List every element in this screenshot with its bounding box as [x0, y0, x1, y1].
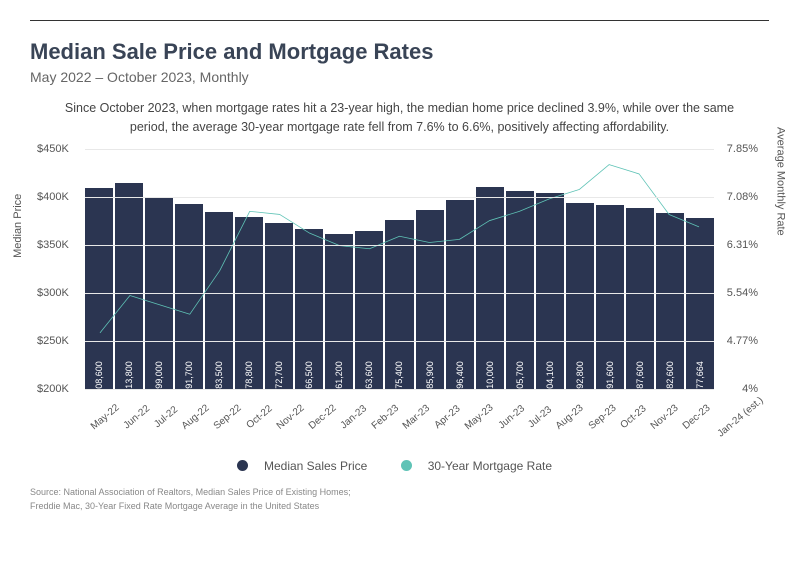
price-bar: $408,600	[85, 188, 113, 388]
top-rule	[30, 20, 769, 21]
bar-value-label: $387,600	[635, 361, 645, 399]
price-bar: $391,600	[596, 205, 624, 389]
price-bar: $387,600	[626, 208, 654, 388]
price-bar: $372,700	[265, 223, 293, 389]
price-bar: $363,600	[355, 231, 383, 388]
price-bar: $404,100	[536, 193, 564, 389]
bar-value-label: $375,400	[394, 361, 404, 399]
x-tick-label: Feb-23	[369, 402, 400, 431]
x-axis-labels: May-22Jun-22Jul-22Aug-22Sep-22Oct-22Nov-…	[85, 407, 714, 424]
bar-value-label: $366,500	[304, 361, 314, 399]
x-tick-label: Sep-23	[586, 402, 618, 431]
ytick-left: $400K	[37, 191, 69, 203]
bar-value-label: $391,700	[184, 361, 194, 399]
x-tick-label: Apr-23	[433, 403, 463, 431]
x-tick-label: Aug-23	[554, 402, 586, 431]
chart-description: Since October 2023, when mortgage rates …	[30, 99, 769, 137]
chart-title: Median Sale Price and Mortgage Rates	[30, 39, 769, 65]
x-tick-label: Jul-23	[526, 404, 554, 430]
ytick-left: $250K	[37, 335, 69, 347]
price-bar: $378,800	[235, 217, 263, 389]
ytick-left: $450K	[37, 143, 69, 155]
x-tick-label: Nov-22	[274, 402, 306, 431]
legend-line: 30-Year Mortgage Rate	[401, 459, 562, 473]
x-tick-label: Jan-24 (est.)	[716, 394, 766, 439]
ytick-right: 5.54%	[727, 287, 758, 299]
price-bar: $366,500	[295, 229, 323, 389]
bar-value-label: $382,600	[665, 361, 675, 399]
price-bar: $392,800	[566, 203, 594, 388]
x-tick-label: May-22	[89, 402, 122, 432]
ytick-left: $350K	[37, 239, 69, 251]
chart-subtitle: May 2022 – October 2023, Monthly	[30, 69, 769, 85]
bar-value-label: $377,664	[695, 361, 705, 399]
y-axis-left-label: Median Price	[12, 193, 24, 257]
x-tick-label: Dec-23	[681, 402, 713, 431]
legend: Median Sales Price 30-Year Mortgage Rate	[30, 459, 769, 475]
x-tick-label: Jul-22	[152, 404, 180, 430]
x-tick-label: Nov-23	[649, 402, 681, 431]
bars-container: $408,600$413,800$399,000$391,700$383,500…	[85, 149, 714, 389]
bar-value-label: $378,800	[244, 361, 254, 399]
price-bar: $383,500	[205, 212, 233, 388]
bar-value-label: $383,500	[214, 361, 224, 399]
legend-bars: Median Sales Price	[237, 459, 377, 473]
x-tick-label: Sep-22	[212, 402, 244, 431]
ytick-right: 4%	[742, 383, 758, 395]
bar-value-label: $363,600	[364, 361, 374, 399]
price-bar: $396,400	[446, 200, 474, 389]
x-tick-label: Dec-22	[307, 402, 339, 431]
price-bar: $413,800	[115, 183, 143, 388]
y-axis-right-label: Average Monthly Rate	[775, 127, 787, 236]
price-bar: $382,600	[656, 213, 684, 388]
price-bar: $385,900	[416, 210, 444, 388]
ytick-left: $200K	[37, 383, 69, 395]
ytick-right: 7.85%	[727, 143, 758, 155]
ytick-right: 7.08%	[727, 191, 758, 203]
x-tick-label: Oct-22	[244, 403, 274, 431]
bar-value-label: $399,000	[154, 361, 164, 399]
bar-value-label: $361,200	[334, 361, 344, 399]
plot-region: $408,600$413,800$399,000$391,700$383,500…	[85, 149, 714, 389]
bar-value-label: $410,000	[485, 361, 495, 399]
price-bar: $361,200	[325, 234, 353, 389]
bar-value-label: $372,700	[274, 361, 284, 399]
bar-value-label: $396,400	[455, 361, 465, 399]
ytick-right: 4.77%	[727, 335, 758, 347]
source-line-2: Freddie Mac, 30-Year Fixed Rate Mortgage…	[30, 500, 769, 514]
bar-value-label: $404,100	[545, 361, 555, 399]
ytick-right: 6.31%	[727, 239, 758, 251]
chart-area: Median Price Average Monthly Rate $408,6…	[30, 149, 769, 419]
bar-value-label: $392,800	[575, 361, 585, 399]
price-bar: $391,700	[175, 204, 203, 388]
source-line-1: Source: National Association of Realtors…	[30, 486, 769, 500]
bar-value-label: $405,700	[515, 361, 525, 399]
bar-value-label: $408,600	[94, 361, 104, 399]
x-tick-label: Jun-23	[496, 403, 526, 431]
price-bar: $410,000	[476, 187, 504, 389]
x-tick-label: May-23	[463, 402, 496, 432]
x-tick-label: Jun-22	[122, 403, 152, 431]
x-tick-label: Aug-22	[180, 402, 212, 431]
x-tick-label: Mar-23	[401, 402, 432, 431]
x-tick-label: Oct-23	[618, 403, 648, 431]
x-tick-label: Jan-23	[339, 403, 369, 431]
bar-value-label: $391,600	[605, 361, 615, 399]
ytick-left: $300K	[37, 287, 69, 299]
bar-value-label: $413,800	[124, 361, 134, 399]
bar-value-label: $385,900	[425, 361, 435, 399]
price-bar: $405,700	[506, 191, 534, 388]
